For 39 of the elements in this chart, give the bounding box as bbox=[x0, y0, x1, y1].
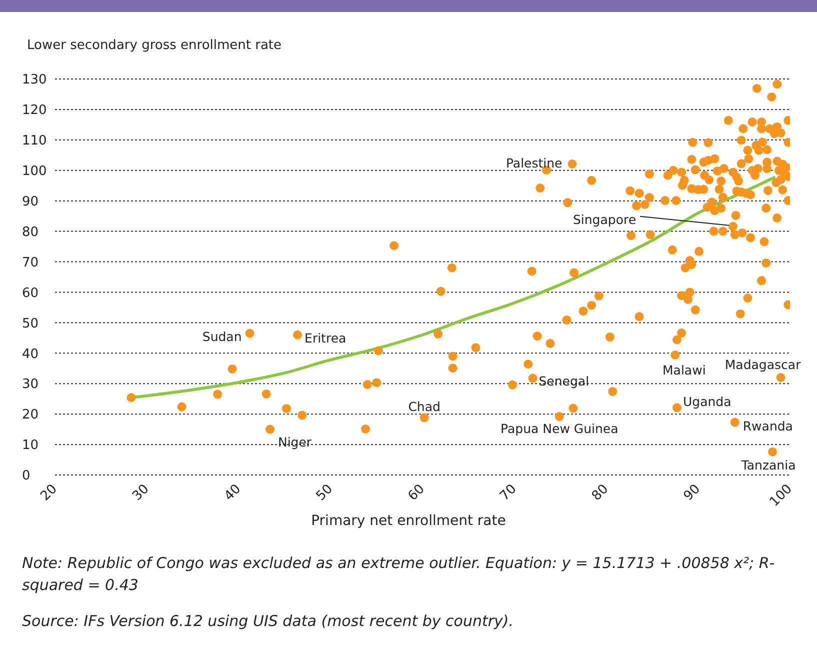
y-tick-label: 10 bbox=[22, 438, 39, 454]
x-tick-label: 70 bbox=[497, 482, 520, 504]
annotation: Senegal bbox=[538, 374, 590, 389]
y-tick-label: 40 bbox=[22, 346, 39, 362]
y-tick-label: 80 bbox=[22, 224, 39, 240]
y-tick-label: 130 bbox=[22, 72, 47, 88]
y-tick-label: 50 bbox=[22, 316, 39, 332]
annotation: Palestine bbox=[506, 155, 563, 170]
annotation: Singapore bbox=[572, 212, 636, 227]
x-tick-label: 60 bbox=[405, 482, 428, 504]
x-axis-title: Primary net enrollment rate bbox=[310, 513, 507, 529]
annotation: Sudan bbox=[202, 328, 242, 344]
y-tick-label: 120 bbox=[22, 103, 47, 118]
annotation: Uganda bbox=[682, 394, 732, 410]
text: Note: Republic of Congo was excluded as an extreme outlier. Equation: y = 15.1713 + .00858 x²; R-squared = 0.43 bbox=[22, 553, 776, 596]
annotation: Madagascar bbox=[724, 356, 802, 372]
annotation: Eritrea bbox=[304, 330, 346, 346]
annotation: Niger bbox=[278, 434, 312, 450]
annotation: Chad bbox=[408, 399, 440, 414]
source-note: Source: IFs Version 6.12 using UIS data (most recent by country). bbox=[22, 611, 514, 632]
annotation: Tanzania bbox=[740, 457, 796, 472]
annotation: Rwanda bbox=[742, 418, 793, 434]
x-tick-label: 90 bbox=[681, 482, 704, 504]
x-tick-label: 50 bbox=[314, 482, 336, 504]
x-tick-label: 30 bbox=[130, 482, 152, 504]
x-tick-label: 100 bbox=[767, 482, 796, 510]
annotation: Papua New Guinea bbox=[500, 420, 618, 436]
x-tick-label: 80 bbox=[589, 482, 612, 504]
y-tick-label: 0 bbox=[22, 468, 30, 484]
annotation: Malawi bbox=[662, 362, 706, 378]
y-tick-label: 20 bbox=[22, 408, 39, 423]
y-tick-label: 110 bbox=[22, 134, 47, 149]
y-tick-label: 60 bbox=[22, 286, 39, 301]
y-axis-title: Lower secondary gross enrollment rate bbox=[27, 38, 282, 53]
y-tick-label: 90 bbox=[22, 194, 39, 210]
y-tick-label: 100 bbox=[22, 164, 47, 179]
y-tick-label: 70 bbox=[22, 255, 39, 270]
y-tick-label: 30 bbox=[22, 377, 39, 392]
x-tick-label: 40 bbox=[222, 482, 244, 504]
